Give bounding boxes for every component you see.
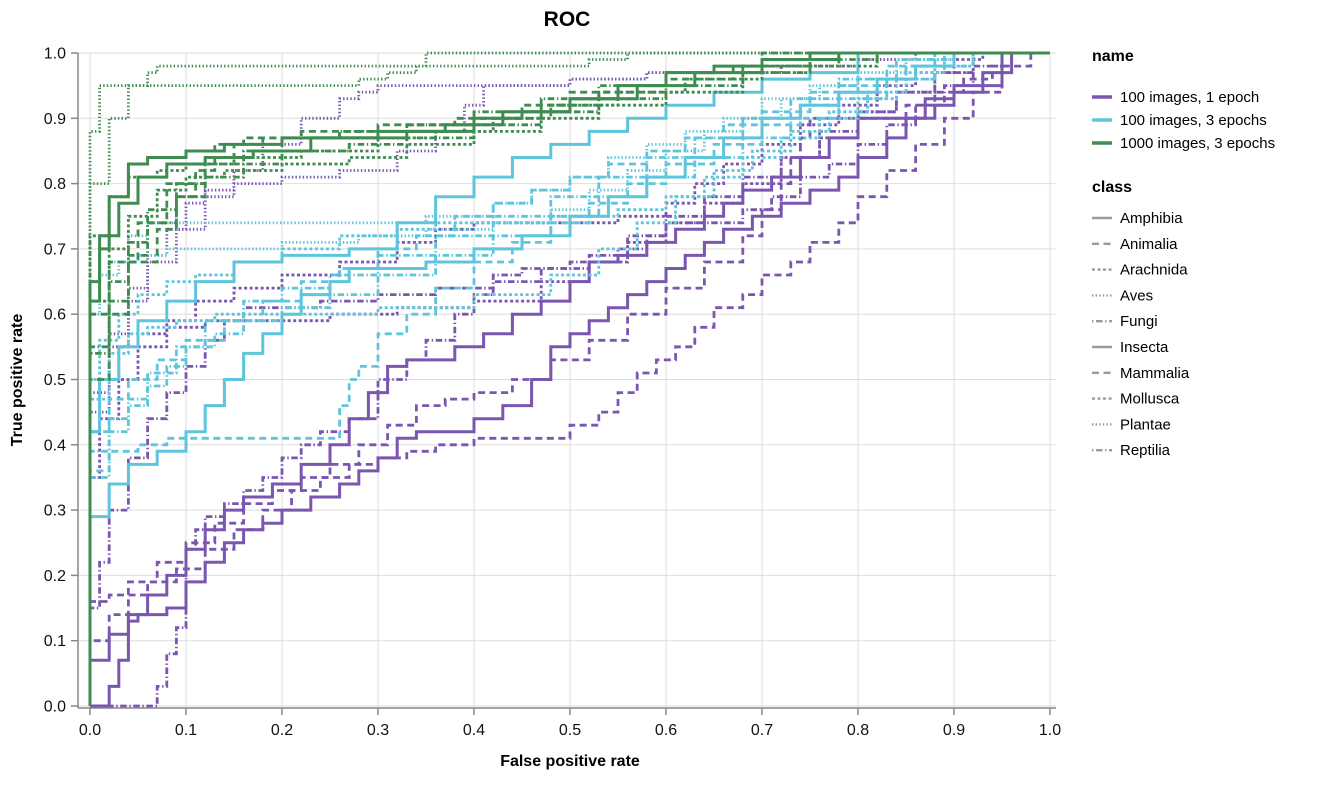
x-tick-label: 0.2 xyxy=(271,722,293,739)
x-tick-label: 0.8 xyxy=(847,722,869,739)
y-tick-label: 0.9 xyxy=(44,111,66,128)
roc-curve-arachnida-100-images-3-epochs xyxy=(88,51,1050,706)
x-tick-label: 0.5 xyxy=(559,722,581,739)
legend-class-label: Plantae xyxy=(1120,416,1171,433)
x-tick-label: 0.3 xyxy=(367,722,389,739)
y-tick-label: 0.6 xyxy=(44,307,66,324)
roc-curve-mammalia-1000-images-3-epochs xyxy=(88,51,1050,706)
roc-curve-reptilia-100-images-1-epoch xyxy=(88,51,1050,706)
legend-class-label: Amphibia xyxy=(1120,210,1183,227)
roc-curve-insecta-1000-images-3-epochs xyxy=(88,51,1050,706)
roc-curve-insecta-100-images-3-epochs xyxy=(88,51,1050,706)
y-tick-label: 0.7 xyxy=(44,241,66,258)
legend-class-label: Animalia xyxy=(1120,236,1178,253)
y-tick-label: 0.8 xyxy=(44,176,66,193)
legend-class-label: Arachnida xyxy=(1120,262,1188,279)
legend-item-name: 100 images, 1 epoch xyxy=(1092,89,1259,106)
roc-curve-animalia-100-images-1-epoch xyxy=(88,51,1050,706)
x-tick-label: 0.7 xyxy=(751,722,773,739)
axes: 0.0 0.1 0.2 0.3 0.4 0.5 0.6 0.7 0.8 0.9 1.0 0.0 0.1 0… xyxy=(44,46,1061,740)
roc-curve-plantae-100-images-3-epochs xyxy=(88,51,1050,706)
legend-item-name: 1000 images, 3 epochs xyxy=(1092,135,1275,152)
legend-item-class: Reptilia xyxy=(1092,442,1171,459)
roc-curve-mollusca-100-images-3-epochs xyxy=(88,51,1050,706)
y-tick-label: 0.2 xyxy=(44,568,66,585)
legend-item-class: Mammalia xyxy=(1092,365,1190,382)
legend-class-label: Reptilia xyxy=(1120,442,1171,459)
legend-item-class: Aves xyxy=(1092,287,1153,304)
legend-name-title: name xyxy=(1092,48,1134,65)
x-tick-label: 0.6 xyxy=(655,722,677,739)
legend-item-class: Animalia xyxy=(1092,236,1178,253)
legend: name 100 images, 1 epoch 100 images, 3 ep… xyxy=(1092,48,1275,459)
legend-item-class: Mollusca xyxy=(1092,391,1180,408)
roc-curve-mollusca-1000-images-3-epochs xyxy=(88,51,1050,706)
y-tick-label: 0.4 xyxy=(44,437,66,454)
legend-item-class: Arachnida xyxy=(1092,262,1188,279)
roc-curve-amphibia-1000-images-3-epochs xyxy=(88,51,1050,706)
y-tick-label: 0.0 xyxy=(44,699,66,716)
y-tick-label: 0.3 xyxy=(44,503,66,520)
roc-curve-reptilia-100-images-3-epochs xyxy=(88,51,1050,706)
legend-name-label: 100 images, 3 epochs xyxy=(1120,112,1267,129)
x-tick-label: 1.0 xyxy=(1039,722,1061,739)
legend-item-class: Plantae xyxy=(1092,416,1171,433)
legend-name-label: 100 images, 1 epoch xyxy=(1120,89,1259,106)
roc-curve-arachnida-1000-images-3-epochs xyxy=(88,51,1050,706)
roc-curve-reptilia-1000-images-3-epochs xyxy=(88,51,1050,706)
y-tick-label: 1.0 xyxy=(44,46,66,63)
legend-item-class: Amphibia xyxy=(1092,210,1183,227)
legend-item-class: Fungi xyxy=(1092,313,1158,330)
legend-class-title: class xyxy=(1092,179,1132,196)
y-axis-title: True positive rate xyxy=(9,314,26,447)
x-tick-label: 0.4 xyxy=(463,722,485,739)
x-tick-label: 0.0 xyxy=(79,722,101,739)
roc-curve-amphibia-100-images-3-epochs xyxy=(88,51,1050,706)
roc-curve-mammalia-100-images-1-epoch xyxy=(88,51,1050,706)
roc-curves xyxy=(88,51,1050,708)
roc-curve-fungi-100-images-1-epoch xyxy=(90,51,1050,708)
legend-name-items: 100 images, 1 epoch 100 images, 3 epochs 1… xyxy=(1092,89,1275,152)
legend-class-items: Amphibia Animalia Arachnida Aves Fungi Insect… xyxy=(1092,210,1190,459)
legend-class-label: Aves xyxy=(1120,287,1153,304)
legend-item-class: Insecta xyxy=(1092,339,1169,356)
x-tick-label: 0.1 xyxy=(175,722,197,739)
x-axis-title: False positive rate xyxy=(500,753,640,770)
roc-curve-plantae-1000-images-3-epochs xyxy=(88,51,1050,706)
roc-curve-plantae-100-images-1-epoch xyxy=(88,51,1050,706)
x-tick-label: 0.9 xyxy=(943,722,965,739)
legend-class-label: Insecta xyxy=(1120,339,1169,356)
legend-class-label: Mammalia xyxy=(1120,365,1190,382)
legend-class-label: Fungi xyxy=(1120,313,1158,330)
legend-class-label: Mollusca xyxy=(1120,391,1180,408)
roc-curve-aves-1000-images-3-epochs xyxy=(88,51,1050,706)
roc-curve-insecta-100-images-1-epoch xyxy=(90,51,1050,708)
y-tick-label: 0.1 xyxy=(44,633,66,650)
legend-item-name: 100 images, 3 epochs xyxy=(1092,112,1267,129)
y-tick-label: 0.5 xyxy=(44,372,66,389)
chart-title: ROC xyxy=(544,8,591,31)
legend-name-label: 1000 images, 3 epochs xyxy=(1120,135,1275,152)
